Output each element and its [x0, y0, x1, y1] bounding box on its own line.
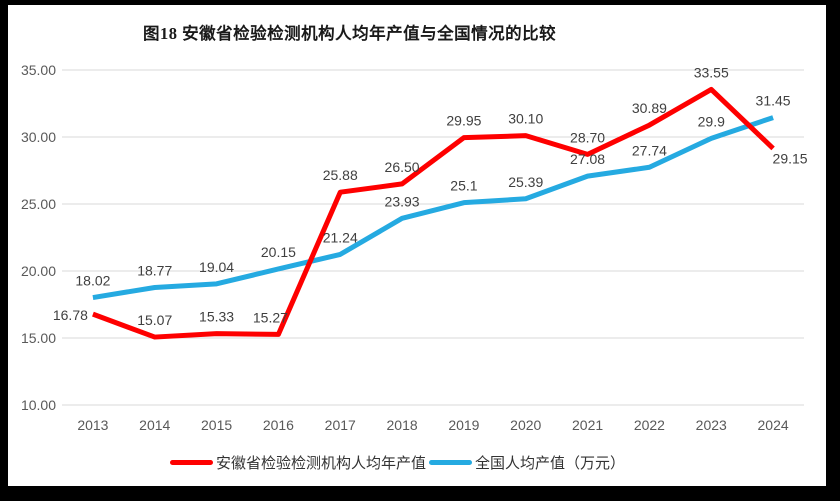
data-label: 16.78 — [53, 307, 88, 323]
y-tick-label: 25.00 — [21, 196, 56, 212]
legend-swatch-national-blue-line-icon — [429, 459, 473, 465]
data-label: 30.89 — [632, 100, 667, 116]
x-tick-label: 2013 — [77, 417, 108, 433]
data-label: 23.93 — [385, 193, 420, 209]
x-tick-label: 2024 — [758, 417, 789, 433]
x-tick-label: 2019 — [448, 417, 479, 433]
legend-label-anhui: 安徽省检验检测机构人均年产值 — [216, 454, 427, 472]
data-label: 20.15 — [261, 244, 296, 260]
legend-item-anhui: 安徽省检验检测机构人均年产值 — [170, 452, 429, 473]
frame-border-left — [0, 0, 8, 501]
data-label: 26.50 — [385, 159, 420, 175]
legend-label-national: 全国人均产值（万元） — [475, 454, 626, 472]
y-tick-label: 20.00 — [21, 263, 56, 279]
series-line-national — [92, 115, 774, 300]
x-tick-label: 2015 — [201, 417, 232, 433]
frame-border-right — [826, 0, 840, 501]
data-label: 21.24 — [323, 229, 358, 245]
data-label: 25.1 — [450, 178, 477, 194]
data-label: 25.39 — [508, 174, 543, 190]
data-label: 29.95 — [446, 113, 481, 129]
data-label: 33.55 — [694, 64, 729, 80]
y-tick-label: 35.00 — [21, 62, 56, 78]
data-label: 18.77 — [137, 262, 172, 278]
data-label: 27.74 — [632, 142, 667, 158]
data-label: 15.27 — [253, 309, 288, 325]
data-label: 18.02 — [75, 273, 110, 289]
y-tick-label: 10.00 — [21, 397, 56, 413]
y-tick-label: 15.00 — [21, 330, 56, 346]
data-label: 29.15 — [773, 150, 808, 166]
x-tick-label: 2020 — [510, 417, 541, 433]
x-tick-label: 2016 — [263, 417, 294, 433]
data-label: 29.9 — [698, 113, 725, 129]
y-tick-label: 30.00 — [21, 129, 56, 145]
data-label: 31.45 — [756, 93, 791, 109]
x-tick-label: 2014 — [139, 417, 170, 433]
chart-title: 图18 安徽省检验检测机构人均年产值与全国情况的比较 — [143, 24, 557, 43]
chart-legend: 安徽省检验检测机构人均年产值 全国人均产值（万元） — [170, 452, 628, 472]
data-label: 30.10 — [508, 111, 543, 127]
data-label: 15.33 — [199, 309, 234, 325]
legend-item-national: 全国人均产值（万元） — [429, 452, 628, 473]
x-tick-label: 2023 — [696, 417, 727, 433]
x-tick-label: 2021 — [572, 417, 603, 433]
frame-border-bottom — [0, 486, 840, 501]
x-tick-label: 2017 — [325, 417, 356, 433]
frame-border-top — [0, 0, 840, 5]
data-label: 15.07 — [137, 312, 172, 328]
data-label: 25.88 — [323, 167, 358, 183]
x-tick-label: 2018 — [387, 417, 418, 433]
legend-swatch-anhui-red-line-icon — [170, 459, 213, 465]
data-label: 28.70 — [570, 129, 605, 145]
series-line-anhui — [92, 86, 775, 340]
data-label: 19.04 — [199, 259, 234, 275]
data-label: 27.08 — [570, 151, 605, 167]
x-tick-label: 2022 — [634, 417, 665, 433]
